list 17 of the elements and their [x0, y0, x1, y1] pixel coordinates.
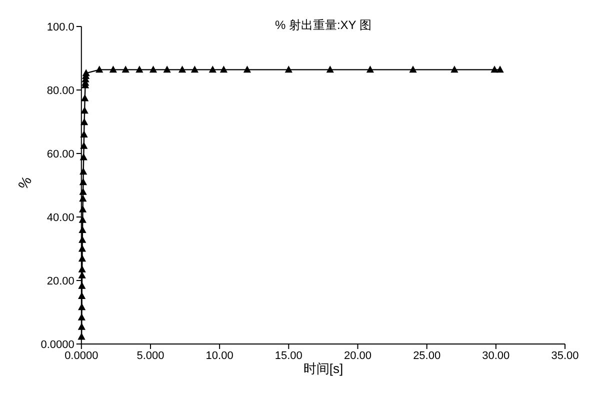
chart-title: % 射出重量:XY 图 — [274, 18, 372, 32]
y-axis-title: % — [14, 173, 35, 192]
x-tick-label: 5.000 — [136, 350, 164, 362]
x-tick-label: 10.00 — [206, 350, 234, 362]
x-tick-label: 30.00 — [482, 350, 510, 362]
x-tick-label: 0.0000 — [64, 350, 98, 362]
x-tick-label: 35.00 — [551, 350, 579, 362]
x-axis-title: 时间[s] — [303, 361, 344, 376]
y-tick-label: 100.0 — [46, 22, 74, 34]
x-tick-label: 20.00 — [344, 350, 372, 362]
y-tick-label: 20.00 — [46, 276, 74, 288]
x-tick-label: 25.00 — [413, 350, 441, 362]
y-tick-label: 0.0000 — [40, 339, 74, 351]
y-tick-label: 40.00 — [46, 212, 74, 224]
y-tick-label: 60.00 — [46, 148, 74, 160]
x-tick-label: 15.00 — [274, 350, 302, 362]
y-tick-label: 80.00 — [46, 85, 74, 97]
